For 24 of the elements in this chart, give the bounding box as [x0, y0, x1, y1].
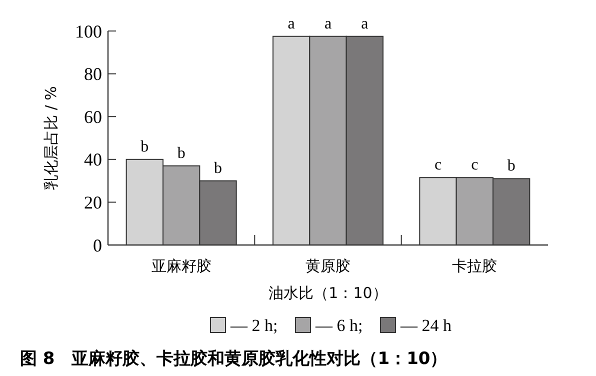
y-tick-label: 80 [84, 64, 102, 84]
x-axis-title: 油水比（1：10） [268, 284, 388, 302]
data-label: b [507, 158, 516, 175]
x-tick-label: 亚麻籽胶 [151, 257, 212, 275]
y-axis-title: 乳化层占比 / % [42, 86, 60, 190]
y-tick-label: 40 [84, 150, 102, 170]
data-label: a [361, 15, 368, 32]
data-label: b [214, 160, 222, 177]
data-label: c [471, 156, 478, 174]
y-tick-label: 60 [84, 106, 102, 127]
legend-label: — 2 h; [230, 316, 278, 335]
data-label: b [177, 144, 186, 162]
data-label: b [140, 138, 149, 156]
y-tick-label: 100 [75, 21, 102, 42]
data-label: a [324, 15, 332, 32]
data-label: c [434, 156, 442, 174]
legend-label: — 6 h; [314, 316, 363, 335]
caption: 图 8 亚麻籽胶、卡拉胶和黄原胶乳化性对比（1：10） [20, 348, 448, 369]
legend-label: — 24 h [400, 316, 452, 335]
data-label: a [288, 15, 295, 32]
x-tick-label: 黄原胶 [306, 257, 350, 275]
y-tick-label: 0 [93, 235, 102, 256]
y-tick-label: 20 [84, 192, 102, 212]
x-tick-label: 卡拉胶 [452, 257, 498, 275]
